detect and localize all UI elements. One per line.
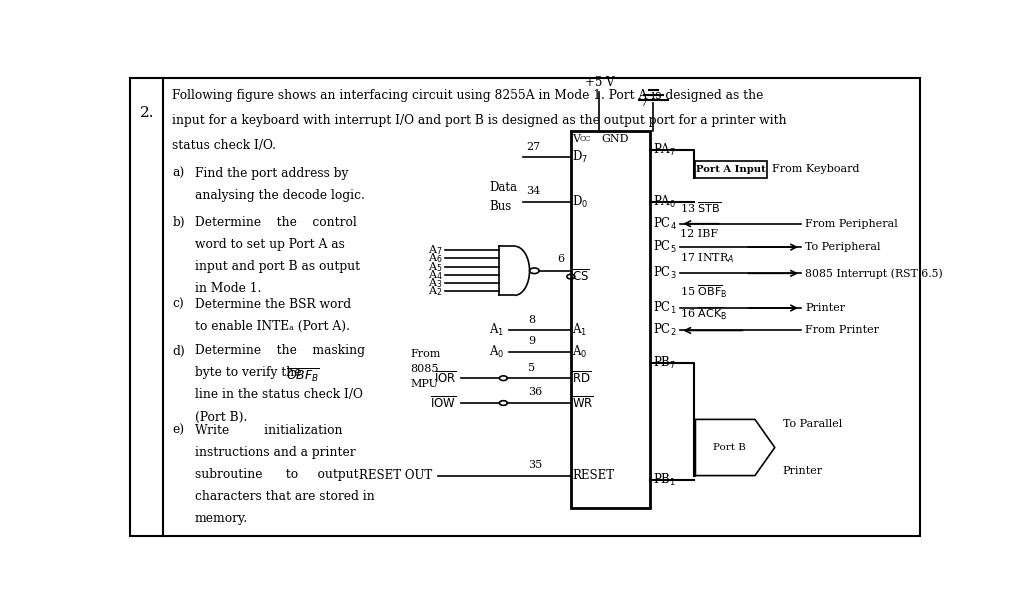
Text: Printer: Printer [805,303,845,313]
Text: Following figure shows an interfacing circuit using 8255A in Mode 1. Port A is d: Following figure shows an interfacing ci… [172,89,764,102]
Text: From: From [411,349,441,359]
Text: to enable INTEₐ (Port A).: to enable INTEₐ (Port A). [195,320,349,333]
Text: $\overline{\rm WR}$: $\overline{\rm WR}$ [572,395,594,411]
Text: PA$_0$: PA$_0$ [653,194,677,210]
Text: A$_1$: A$_1$ [572,322,588,339]
Text: byte to verify the: byte to verify the [195,367,305,379]
Text: Determine the BSR word: Determine the BSR word [195,298,351,311]
Text: A$_7$: A$_7$ [428,243,442,257]
Text: From Peripheral: From Peripheral [805,219,898,229]
Text: 12 IBF: 12 IBF [680,229,719,239]
Text: analysing the decode logic.: analysing the decode logic. [195,188,365,202]
Text: D$_7$: D$_7$ [572,149,589,165]
Text: 34: 34 [526,186,541,196]
Text: 8085: 8085 [411,364,439,374]
Text: 27: 27 [526,142,541,151]
Text: 8: 8 [528,315,536,325]
Text: PB$_7$: PB$_7$ [653,355,677,371]
Text: $\overline{\rm IOR}$: $\overline{\rm IOR}$ [434,370,457,386]
FancyBboxPatch shape [695,161,767,178]
Text: 6: 6 [558,254,565,264]
Text: PC$_1$: PC$_1$ [653,300,677,316]
Text: status check I/O.: status check I/O. [172,139,276,152]
Text: CC: CC [580,135,591,143]
Text: Write         initialization: Write initialization [195,424,342,437]
Text: 9: 9 [528,336,536,346]
Text: in Mode 1.: in Mode 1. [195,282,261,295]
Text: PB$_1$: PB$_1$ [653,472,677,488]
Text: 15 $\overline{\rm OBF}_B$: 15 $\overline{\rm OBF}_B$ [680,283,728,300]
Text: line in the status check I/O: line in the status check I/O [195,389,362,401]
Text: Printer: Printer [782,466,823,476]
Text: 17 INTR$_A$: 17 INTR$_A$ [680,251,735,265]
Text: Determine    the    masking: Determine the masking [195,345,365,358]
Text: d): d) [172,345,185,358]
Text: A$_5$: A$_5$ [428,260,442,274]
Text: b): b) [172,216,185,229]
Text: 35: 35 [528,460,543,470]
Text: +5 V: +5 V [585,77,614,89]
Text: To Peripheral: To Peripheral [805,242,881,252]
Text: (Port B).: (Port B). [195,410,247,424]
Text: Find the port address by: Find the port address by [195,167,348,179]
Text: characters that are stored in: characters that are stored in [195,490,375,503]
Text: e): e) [172,424,184,437]
Text: Data: Data [489,181,517,194]
Text: RESET OUT: RESET OUT [359,469,433,482]
Text: A$_0$: A$_0$ [572,344,588,359]
Text: 13 $\overline{\rm STB}$: 13 $\overline{\rm STB}$ [680,201,722,215]
Text: 8085 Interrupt (RST 6.5): 8085 Interrupt (RST 6.5) [805,268,943,278]
Text: A$_6$: A$_6$ [428,252,442,265]
Text: instructions and a printer: instructions and a printer [195,446,355,459]
Text: MPU: MPU [411,379,438,389]
Text: Bus: Bus [489,200,511,213]
Text: input and port B as output: input and port B as output [195,260,359,273]
Text: To Parallel: To Parallel [782,419,842,429]
Text: 16 $\overline{\rm ACK}_B$: 16 $\overline{\rm ACK}_B$ [680,305,727,322]
Text: A$_1$: A$_1$ [489,322,504,339]
Text: $\overline{\rm CS}$: $\overline{\rm CS}$ [572,269,590,285]
Text: PC$_4$: PC$_4$ [653,216,677,232]
Text: RESET: RESET [572,469,614,482]
Text: $\overline{\rm RD}$: $\overline{\rm RD}$ [572,370,592,386]
Text: a): a) [172,167,184,179]
Text: PC$_5$: PC$_5$ [653,239,677,255]
Text: GND: GND [601,134,629,144]
Text: A$_0$: A$_0$ [488,344,504,359]
Text: From Printer: From Printer [805,325,879,336]
Text: Port A Input: Port A Input [696,165,766,174]
Text: 5: 5 [528,362,536,373]
Text: $\overline{\rm IOW}$: $\overline{\rm IOW}$ [430,395,457,411]
Text: subroutine      to     output: subroutine to output [195,468,358,481]
Text: 2.: 2. [140,106,155,120]
Text: A$_3$: A$_3$ [428,276,442,290]
Text: memory.: memory. [195,512,248,525]
Text: c): c) [172,298,184,311]
Text: A$_2$: A$_2$ [428,285,442,298]
Text: $\overline{OBF_B}$: $\overline{OBF_B}$ [286,367,319,384]
Bar [570,131,650,508]
Text: A$_4$: A$_4$ [427,268,442,282]
Text: D$_0$: D$_0$ [572,194,589,210]
Text: input for a keyboard with interrupt I/O and port B is designed as the output por: input for a keyboard with interrupt I/O … [172,114,787,127]
Text: Determine    the    control: Determine the control [195,216,356,229]
Text: PC$_2$: PC$_2$ [653,322,677,339]
Text: 7: 7 [640,99,647,108]
Text: Port B: Port B [713,443,745,452]
Text: 36: 36 [528,387,543,398]
Text: word to set up Port A as: word to set up Port A as [195,238,344,250]
Text: V: V [572,134,581,144]
Text: PA$_7$: PA$_7$ [653,142,677,158]
Text: PC$_3$: PC$_3$ [653,265,677,282]
Text: From Keyboard: From Keyboard [772,164,859,174]
